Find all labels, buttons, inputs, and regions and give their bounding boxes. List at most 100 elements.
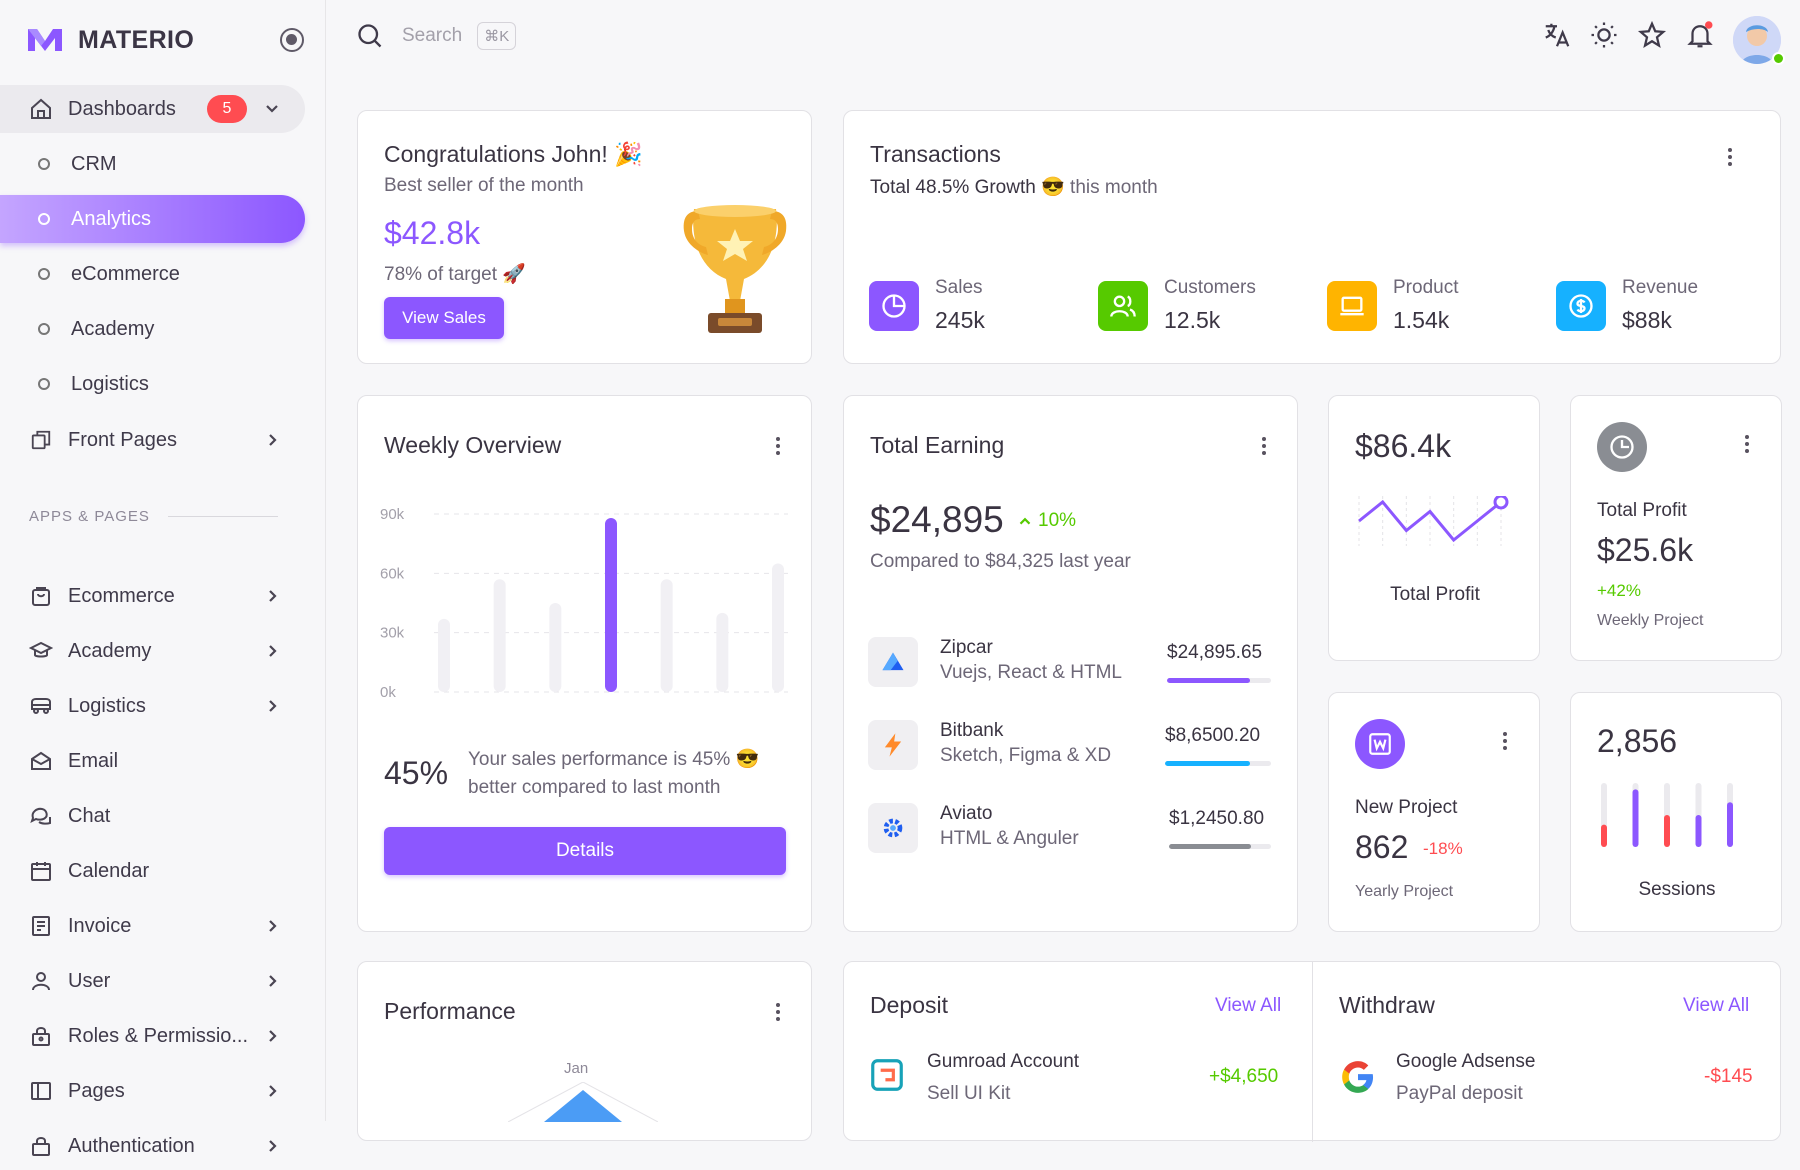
sidebar-item-label: Email — [68, 749, 119, 772]
sidebar-subitem-academy[interactable]: Academy — [0, 305, 305, 353]
y-tick-label: 30k — [380, 625, 405, 642]
more-options-icon[interactable] — [1745, 432, 1751, 456]
bell-icon[interactable] — [1685, 20, 1715, 50]
project-value: 862 — [1355, 829, 1409, 865]
notification-badge: 5 — [207, 95, 247, 123]
total-profit-line-card: $86.4k Total Profit — [1328, 395, 1540, 661]
lock-icon — [28, 1023, 54, 1049]
sidebar-item-email[interactable]: Email — [0, 737, 305, 785]
profit-line-chart — [1358, 496, 1509, 546]
laptop-icon — [1327, 281, 1377, 331]
chart-bar[interactable] — [493, 579, 506, 692]
project-sub: Yearly Project — [1355, 883, 1454, 900]
sidebar-item-pages[interactable]: Pages — [0, 1067, 305, 1115]
sidebar-item-label: Authentication — [68, 1134, 195, 1157]
stat-value: 12.5k — [1164, 307, 1221, 333]
chevron-right-icon — [262, 916, 282, 936]
stat-label: Product — [1393, 277, 1459, 298]
chart-bar[interactable] — [772, 563, 784, 692]
sidebar-subitem-label: eCommerce — [71, 262, 180, 285]
earning-item-amount: $8,6500.20 — [1165, 725, 1261, 746]
session-bar — [1695, 815, 1702, 847]
sidebar-item-academy[interactable]: Academy — [0, 627, 305, 675]
stat-value: $88k — [1622, 307, 1672, 333]
session-bar — [1632, 789, 1639, 847]
sidebar-subitem-logistics[interactable]: Logistics — [0, 360, 305, 408]
sidebar-item-roles-permissio[interactable]: Roles & Permissio... — [0, 1012, 305, 1060]
earning-item-name: Aviato — [940, 803, 993, 824]
chevron-right-icon — [262, 971, 282, 991]
chart-bar[interactable] — [660, 579, 673, 692]
card-title: Total Profit — [1597, 500, 1687, 521]
copy-icon — [28, 427, 54, 453]
new-project-card: New Project 862 -18% Yearly Project — [1328, 692, 1540, 932]
chart-bar[interactable] — [549, 603, 562, 692]
earning-amount: $24,895 — [870, 499, 1004, 540]
earning-item-progress — [1165, 761, 1271, 766]
aviato-logo-icon — [868, 803, 918, 853]
sun-icon[interactable] — [1589, 20, 1619, 50]
weekly-bar-chart: 90k 60k 30k 0k — [380, 506, 788, 701]
deposit-sub: Sell UI Kit — [927, 1083, 1011, 1104]
sidebar-item-front-pages[interactable]: Front Pages — [0, 416, 305, 464]
card-title: Congratulations John! 🎉 — [384, 141, 643, 167]
chevron-right-icon — [262, 641, 282, 661]
progress-fill — [1165, 761, 1250, 766]
more-options-icon[interactable] — [1262, 434, 1268, 458]
profit-label: Total Profit — [1390, 584, 1480, 605]
more-options-icon[interactable] — [776, 434, 782, 458]
growth-period: this month — [1070, 177, 1158, 198]
profit-value: $25.6k — [1597, 532, 1694, 568]
details-button[interactable]: Details — [384, 827, 786, 875]
translate-icon[interactable] — [1542, 20, 1572, 50]
stat-value: 1.54k — [1393, 307, 1450, 333]
home-icon — [28, 96, 54, 122]
view-sales-button[interactable]: View Sales — [384, 297, 504, 339]
zipcar-logo-icon — [868, 637, 918, 687]
sidebar-subitem-ecommerce[interactable]: eCommerce — [0, 250, 305, 298]
more-options-icon[interactable] — [1728, 145, 1734, 169]
sales-amount: $42.8k — [384, 215, 481, 251]
search-bar[interactable]: Search ⌘K — [356, 22, 517, 50]
truck-icon — [28, 693, 54, 719]
chart-bar[interactable] — [716, 612, 729, 692]
user-avatar[interactable] — [1733, 16, 1781, 64]
deposit-view-all-link[interactable]: View All — [1215, 995, 1282, 1016]
sidebar-item-ecommerce[interactable]: Ecommerce — [0, 572, 305, 620]
total-earning-card: Total Earning $24,895 10% Compared to $8… — [843, 395, 1298, 932]
sidebar-subitem-analytics[interactable]: Analytics — [0, 195, 305, 243]
withdraw-sub: PayPal deposit — [1396, 1083, 1523, 1104]
deposit-name: Gumroad Account — [927, 1051, 1080, 1072]
sidebar-subitem-crm[interactable]: CRM — [0, 140, 305, 188]
sidebar-item-label: Roles & Permissio... — [68, 1024, 249, 1047]
chart-bar[interactable] — [605, 517, 617, 692]
sidebar-item-invoice[interactable]: Invoice — [0, 902, 305, 950]
sidebar-item-label: Dashboards — [68, 97, 176, 120]
deposit-amount: +$4,650 — [1209, 1066, 1279, 1087]
sidebar-collapse-toggle[interactable] — [280, 28, 304, 52]
sidebar-subitem-label: Logistics — [71, 372, 149, 395]
sidebar-item-label: Pages — [68, 1079, 125, 1102]
sidebar-item-label: Calendar — [68, 859, 150, 882]
star-icon[interactable] — [1637, 20, 1667, 50]
sidebar-item-chat[interactable]: Chat — [0, 792, 305, 840]
earning-item-sub: Vuejs, React & HTML — [940, 662, 1122, 683]
brand[interactable]: MATERIO — [26, 22, 194, 58]
search-shortcut: ⌘K — [477, 22, 517, 50]
sidebar-subitem-label: Analytics — [71, 207, 152, 230]
invoice-icon — [28, 913, 54, 939]
sidebar-item-label: Front Pages — [68, 428, 177, 451]
more-options-icon[interactable] — [776, 1000, 782, 1024]
session-bar — [1727, 802, 1733, 847]
sidebar-item-calendar[interactable]: Calendar — [0, 847, 305, 895]
sidebar-item-logistics[interactable]: Logistics — [0, 682, 305, 730]
sidebar-item-authentication[interactable]: Authentication — [0, 1122, 305, 1170]
sidebar-item-dashboards[interactable]: Dashboards 5 — [0, 85, 305, 133]
sidebar-item-user[interactable]: User — [0, 957, 305, 1005]
stat-value: 245k — [935, 307, 985, 333]
more-options-icon[interactable] — [1503, 729, 1509, 753]
withdraw-view-all-link[interactable]: View All — [1683, 995, 1750, 1016]
chart-bar[interactable] — [438, 618, 450, 692]
trophy-icon — [680, 199, 790, 339]
profit-change: +42% — [1597, 581, 1641, 600]
